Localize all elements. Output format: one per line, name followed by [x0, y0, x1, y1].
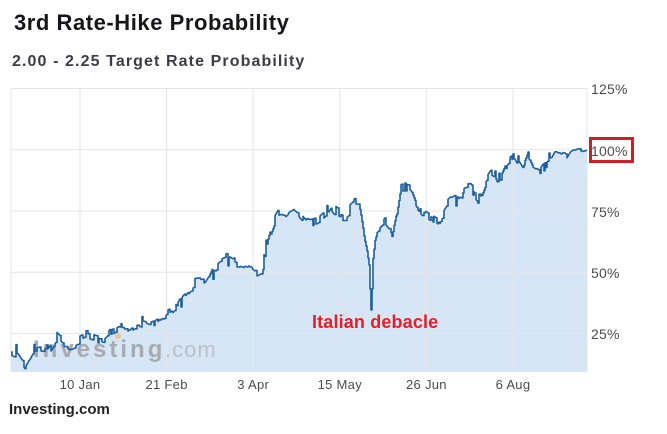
- svg-text:.com: .com: [165, 337, 217, 362]
